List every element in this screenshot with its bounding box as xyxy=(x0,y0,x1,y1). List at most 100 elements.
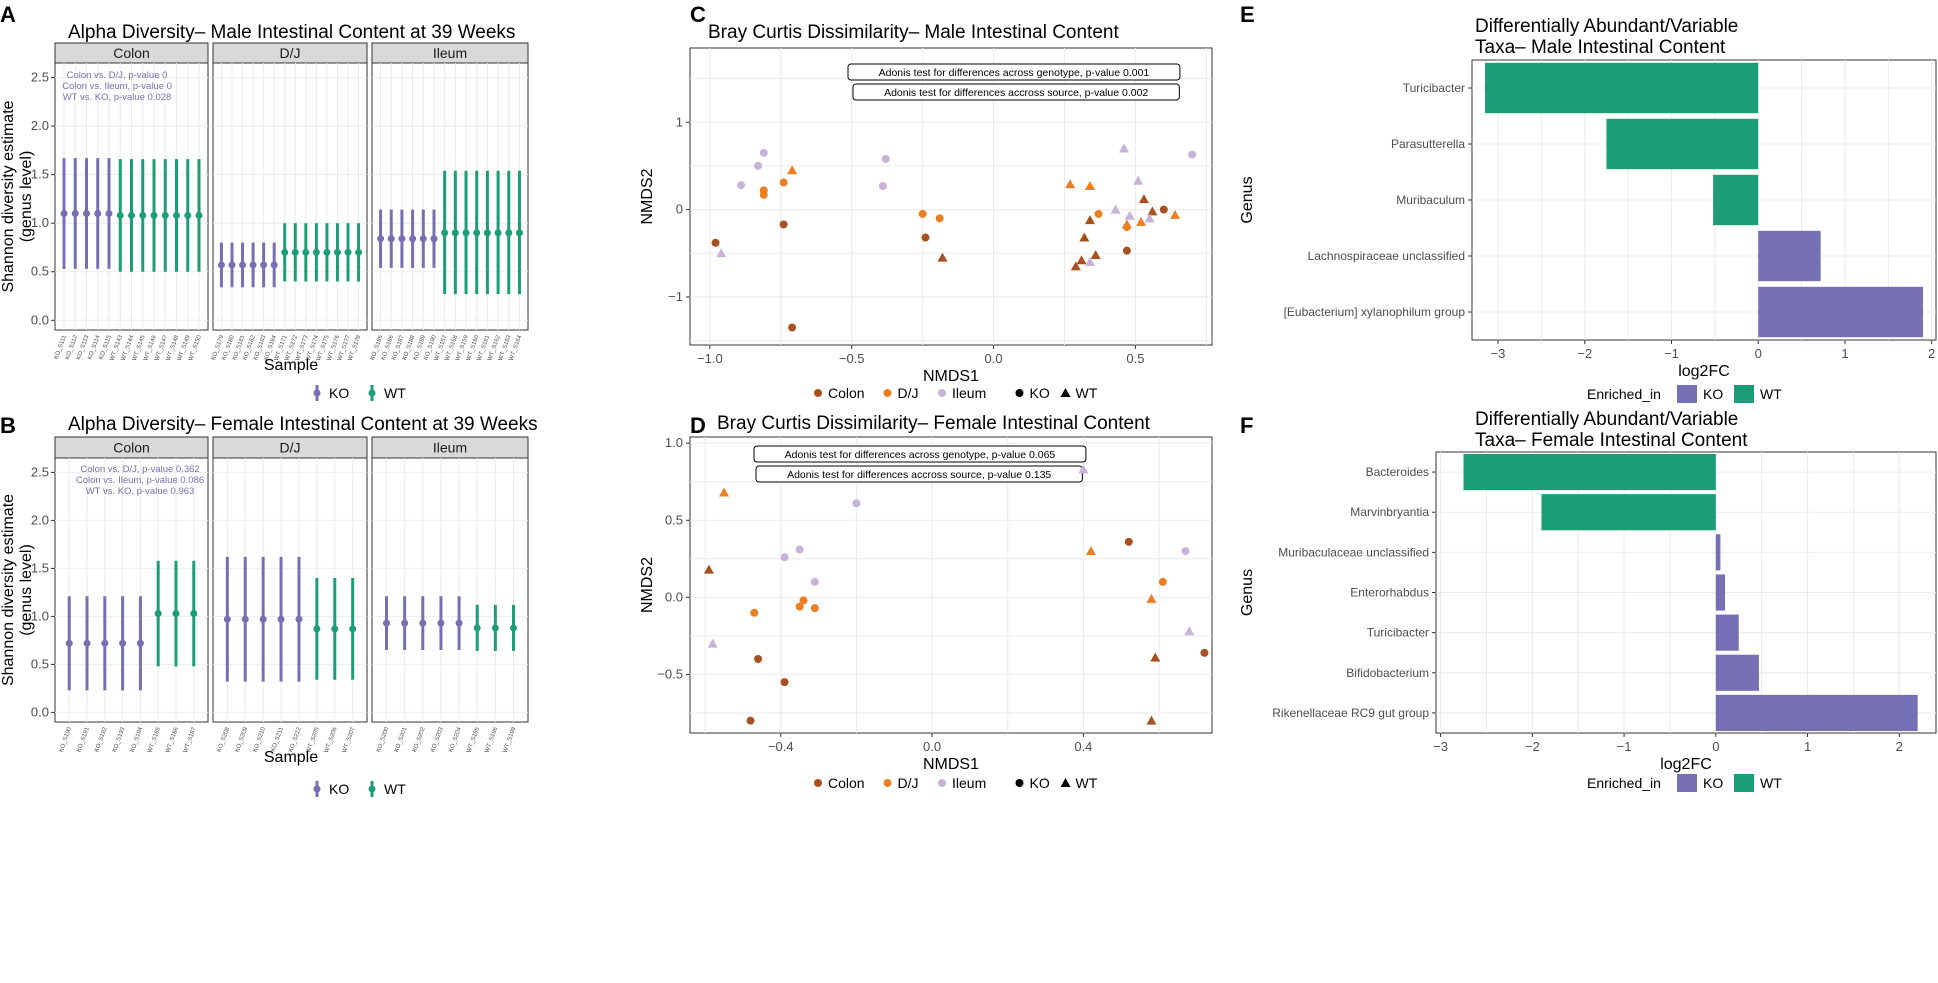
mean-point xyxy=(260,261,268,269)
mean-point xyxy=(228,261,236,269)
x-axis-label: Sample xyxy=(264,357,318,374)
chart-title-2: Taxa– Female Intestinal Content xyxy=(1475,430,1748,451)
legend-label: Ileum xyxy=(952,775,986,791)
y-axis-label: NMDS2 xyxy=(639,557,656,613)
legend-key xyxy=(1734,385,1754,403)
stat-annotation: Adonis test for differences accross sour… xyxy=(884,87,1148,99)
stat-annotation: WT vs. KO, p-value 0.028 xyxy=(63,92,172,103)
mean-point xyxy=(71,209,79,217)
panel-letter-E: E xyxy=(1240,2,1255,27)
x-tick-label: 0.4 xyxy=(1074,739,1092,754)
mean-point xyxy=(281,248,289,256)
y-axis-label: Shannon diversity estimate xyxy=(0,100,17,292)
chart-title: Bray Curtis Dissimilarity– Female Intest… xyxy=(717,413,1151,434)
mean-point xyxy=(401,619,409,627)
stat-annotation: Colon vs. Ileum, p-value 0 xyxy=(62,81,172,92)
y-tick-label: 1.0 xyxy=(31,215,49,230)
facet-label: Ileum xyxy=(433,440,467,456)
scatter-point-triangle xyxy=(937,252,948,262)
y-tick-label: Muribaculaceae unclassified xyxy=(1278,545,1429,559)
scatter-point-triangle xyxy=(787,165,798,175)
y-tick-label: 1 xyxy=(676,114,683,129)
legend-label: WT xyxy=(1076,385,1098,401)
mean-point xyxy=(195,211,203,219)
panel-letter-A: A xyxy=(0,2,16,27)
y-tick-label: Bacteroides xyxy=(1366,465,1429,479)
panel-letter-C: C xyxy=(690,2,706,27)
y-tick-label: 1.0 xyxy=(665,435,683,450)
scatter-point-triangle xyxy=(1133,175,1144,185)
legend-label: D/J xyxy=(898,385,919,401)
mean-point xyxy=(65,639,73,647)
facet-label: D/J xyxy=(280,440,301,456)
y-tick-label: Turicibacter xyxy=(1367,626,1429,640)
bar xyxy=(1715,534,1721,571)
mean-point xyxy=(217,261,225,269)
scatter-point-triangle xyxy=(1138,194,1149,204)
legend-label: WT xyxy=(1760,775,1782,791)
panel-D: Bray Curtis Dissimilarity– Female Intest… xyxy=(639,413,1213,791)
chart-title: Alpha Diversity– Female Intestinal Conte… xyxy=(68,414,538,435)
x-tick-label: 2 xyxy=(1928,346,1935,361)
mean-point xyxy=(441,229,449,237)
stat-annotation: Adonis test for differences across genot… xyxy=(879,67,1150,79)
bar xyxy=(1715,694,1918,731)
y-tick-label: 0.5 xyxy=(31,264,49,279)
scatter-point-circle xyxy=(1158,577,1167,586)
y-tick-label: 1.5 xyxy=(31,167,49,182)
y-tick-label: Turicibacter xyxy=(1403,81,1465,95)
bar xyxy=(1541,494,1716,531)
scatter-point-triangle xyxy=(1119,143,1130,153)
stat-annotation: Adonis test for differences across genot… xyxy=(785,449,1056,461)
x-tick-label: WT_S207 xyxy=(342,726,357,754)
bar xyxy=(1715,614,1739,651)
legend-key xyxy=(1677,774,1697,792)
scatter-point-triangle xyxy=(1184,626,1195,636)
mean-point xyxy=(139,211,147,219)
mean-point xyxy=(83,639,91,647)
legend-key xyxy=(814,389,822,397)
annotation-box xyxy=(852,83,1180,101)
scatter-point-circle xyxy=(737,181,746,190)
x-tick-label: −2 xyxy=(1525,739,1540,754)
mean-point xyxy=(509,624,517,632)
mean-point xyxy=(430,235,438,243)
x-tick-label: 0.0 xyxy=(985,351,1003,366)
legend-label: WT xyxy=(1076,775,1098,791)
legend-key xyxy=(814,779,822,787)
x-tick-label: 0 xyxy=(1755,346,1762,361)
mean-point xyxy=(172,610,180,618)
bar xyxy=(1485,62,1759,114)
bar xyxy=(1606,118,1759,170)
scatter-point-circle xyxy=(881,154,890,163)
legend-key xyxy=(1060,778,1071,787)
stat-annotation: WT vs. KO, p-value 0.963 xyxy=(86,486,195,497)
legend-label: Ileum xyxy=(952,385,986,401)
mean-point xyxy=(154,610,162,618)
mean-point xyxy=(515,229,523,237)
scatter-point-triangle xyxy=(1076,255,1087,265)
legend-key xyxy=(938,779,946,787)
mean-point xyxy=(60,209,68,217)
scatter-point-circle xyxy=(779,178,788,187)
scatter-point-circle xyxy=(1094,209,1103,218)
mean-point xyxy=(259,615,267,623)
legend-label: KO xyxy=(329,781,349,797)
mean-point xyxy=(83,209,90,217)
scatter-point-circle xyxy=(754,655,763,663)
y-tick-label: −1 xyxy=(668,289,683,304)
x-tick-label: −0.4 xyxy=(768,739,794,754)
x-tick-label: KO_S191 xyxy=(76,726,91,753)
y-tick-label: [Eubacterium] xylanophilum group xyxy=(1284,305,1466,319)
legend-key xyxy=(1677,385,1697,403)
stat-annotation: Colon vs. D/J, p-value 0.362 xyxy=(80,464,199,475)
mean-point xyxy=(494,229,502,237)
mean-point xyxy=(190,610,198,618)
annotation-box xyxy=(755,465,1083,483)
panel-C: Bray Curtis Dissimilarity– Male Intestin… xyxy=(639,22,1213,401)
y-tick-label: 1.5 xyxy=(31,560,49,575)
mean-point xyxy=(333,248,341,256)
scatter-point-circle xyxy=(878,182,887,191)
mean-point xyxy=(291,248,299,256)
